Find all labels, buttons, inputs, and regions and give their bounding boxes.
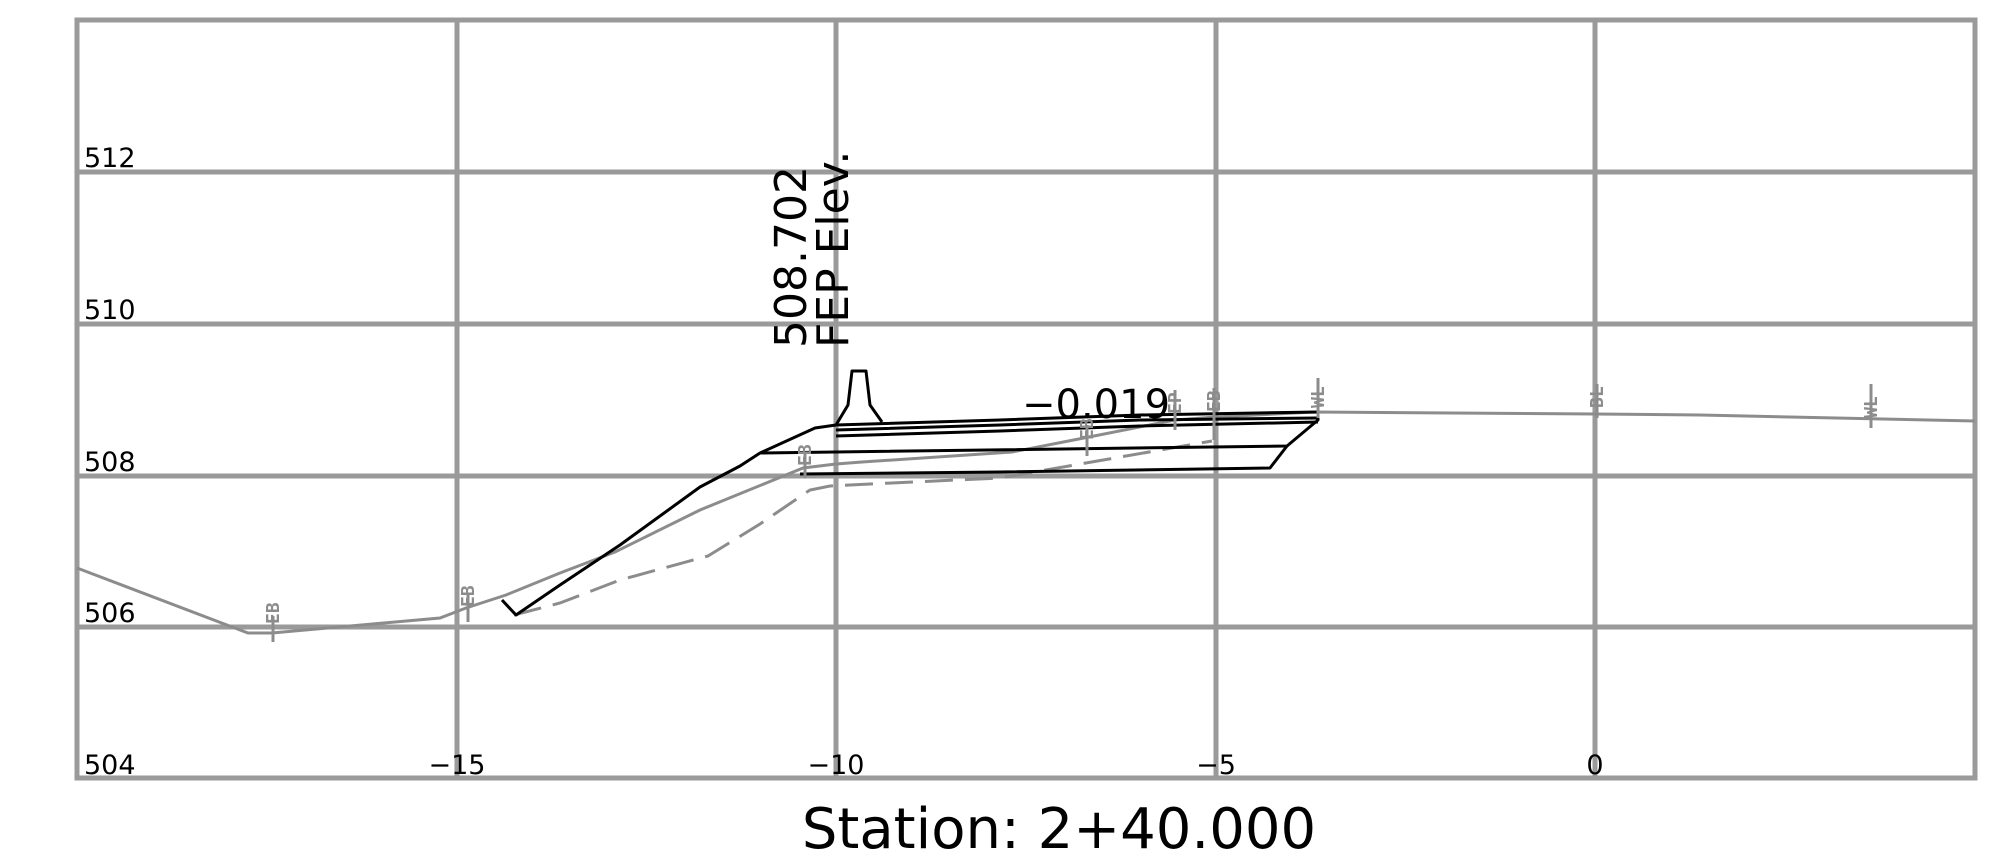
point-tag: EB	[1204, 390, 1225, 412]
y-tick-label: 506	[84, 598, 136, 629]
point-tag: WL	[1308, 386, 1329, 408]
curb-barrier	[834, 369, 884, 426]
point-tag: WL	[1861, 396, 1882, 418]
x-tick-label: −10	[808, 750, 865, 781]
elevation-value: 508.702	[766, 166, 817, 348]
point-tag: EB	[795, 444, 816, 466]
subbase-bottom	[799, 445, 1289, 476]
y-tick-label: 510	[84, 295, 136, 326]
point-tag: BL	[1587, 386, 1608, 408]
design-section	[500, 369, 1320, 617]
pavement-top	[835, 410, 1319, 427]
design-slope-line	[500, 423, 837, 617]
point-tag: EP	[1165, 392, 1186, 414]
pavement-bottom	[835, 420, 1319, 438]
station-title: Station: 2+40.000	[802, 797, 1316, 862]
point-tag: EB	[263, 602, 284, 624]
x-tick-label: −5	[1196, 750, 1236, 781]
point-tag: EB	[1077, 418, 1098, 440]
plot-frame	[74, 17, 1978, 781]
y-tick-label: 504	[84, 750, 136, 781]
existing-ground-line	[76, 410, 1976, 635]
cross-slope-label: −0.019	[1022, 382, 1170, 428]
elevation-label: FEP Elev.	[808, 151, 859, 348]
point-tags: EB EB EB EB EP EB WL BL WL	[263, 378, 1882, 642]
grid	[74, 17, 1978, 781]
pavement-layer	[835, 416, 1319, 432]
point-tag: EB	[458, 585, 479, 607]
x-tick-label: 0	[1586, 750, 1603, 781]
y-tick-label: 508	[84, 447, 136, 478]
subgrade-line	[513, 439, 1213, 617]
y-tick-label: 512	[84, 143, 136, 174]
x-tick-label: −15	[429, 750, 486, 781]
